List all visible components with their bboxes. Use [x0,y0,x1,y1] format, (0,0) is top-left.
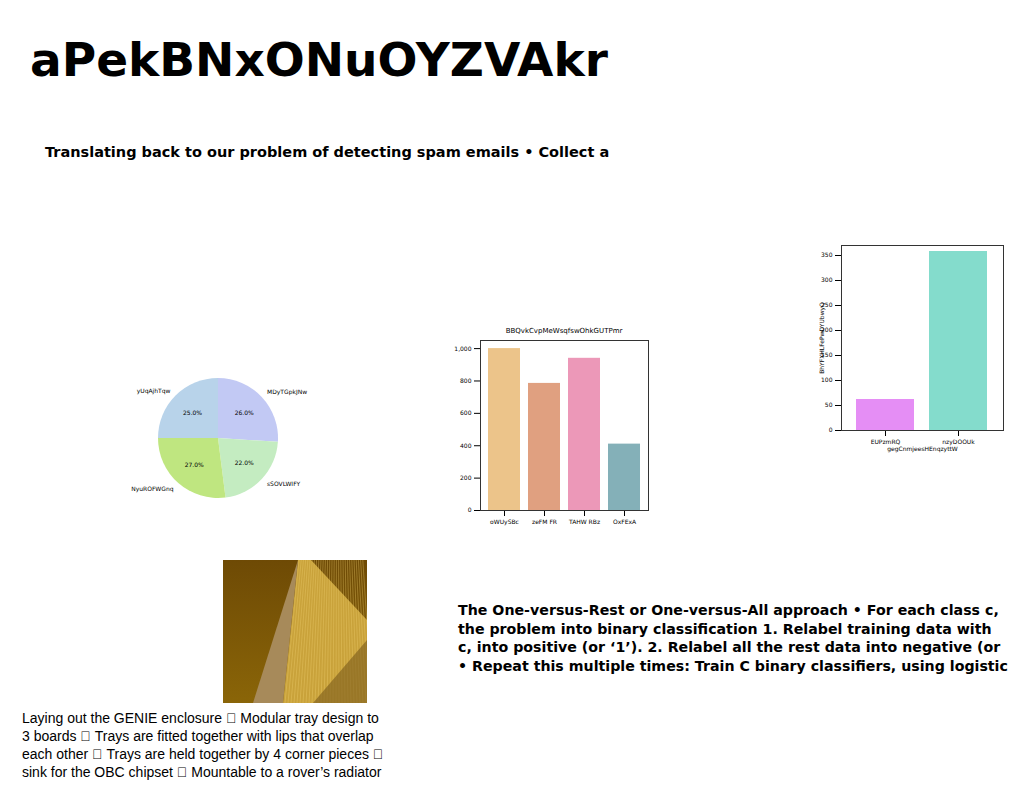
svg-text:150: 150 [821,351,833,359]
svg-text:0: 0 [468,506,472,513]
html-text:aPekBNxONuOYZVAkr: aPekBNxONuOYZVAkr [30,32,608,87]
html-text:• Repeat this multiple times:: • Repeat this multiple times: Train C bi… [458,657,1008,674]
svg-text:BhYFXHLFePwDYUbwyQ: BhYFXHLFePwDYUbwyQ [818,302,826,374]
html-text:The One-versus-Rest or One-ver: The One-versus-Rest or One-versus-All ap… [458,602,999,618]
html-text:3 boards  Trays are fitted to: 3 boards  Trays are fitted together wit… [22,728,374,744]
html-text:the problem into binary classi: the problem into binary classification 1… [458,620,992,637]
html-text:Laying out the GENIE enclosure: Laying out the GENIE enclosure  Modular… [22,710,379,726]
svg-text:27.0%: 27.0% [185,461,204,468]
svg-text:OxFExA: OxFExA [613,518,637,525]
svg-text:yUqAjhTqw: yUqAjhTqw [137,387,171,395]
html-text:sink for the OBC chipset  Mou: sink for the OBC chipset  Mountable to … [22,764,382,780]
svg-text:oWUySBc: oWUySBc [490,518,519,526]
svg-text:300: 300 [821,276,833,283]
svg-text:1,000: 1,000 [454,345,471,352]
svg-text:600: 600 [460,409,472,416]
html-text:c, into positive (or ‘1’). 2.: c, into positive (or ‘1’). 2. Relabel al… [458,639,1001,655]
svg-text:zeFM FR: zeFM FR [532,518,557,525]
html-text:each other  Trays are held to: each other  Trays are held together by … [22,746,384,762]
svg-text:26.0%: 26.0% [235,409,254,416]
svg-text:350: 350 [821,251,833,258]
svg-text:nzyDOOUk: nzyDOOUk [942,437,975,445]
svg-text:400: 400 [460,442,472,449]
html-text:Translating back to our proble: Translating back to our problem of detec… [45,144,610,160]
svg-text:EUPzmRQ: EUPzmRQ [870,437,901,445]
svg-text:sSOVLWIFY: sSOVLWIFY [267,480,301,487]
svg-text:200: 200 [460,474,472,481]
svg-text:250: 250 [821,301,833,309]
svg-text:gegCnmjeesHEnqzyttW: gegCnmjeesHEnqzyttW [887,445,958,453]
html-text:BBQvkCvpMeWsqfswOhkGUTPmr: BBQvkCvpMeWsqfswOhkGUTPmr [505,327,623,335]
svg-text:TAHW RBz: TAHW RBz [568,518,600,525]
svg-text:200: 200 [821,326,833,334]
svg-text:100: 100 [821,376,833,383]
svg-text:NyuROFWGnq: NyuROFWGnq [131,485,174,493]
svg-text:0: 0 [829,426,833,433]
svg-text:MDyTGpkJNw: MDyTGpkJNw [267,388,307,396]
svg-text:800: 800 [460,377,472,384]
svg-text:22.0%: 22.0% [235,459,254,466]
svg-text:25.0%: 25.0% [183,409,202,416]
svg-text:50: 50 [825,401,833,408]
